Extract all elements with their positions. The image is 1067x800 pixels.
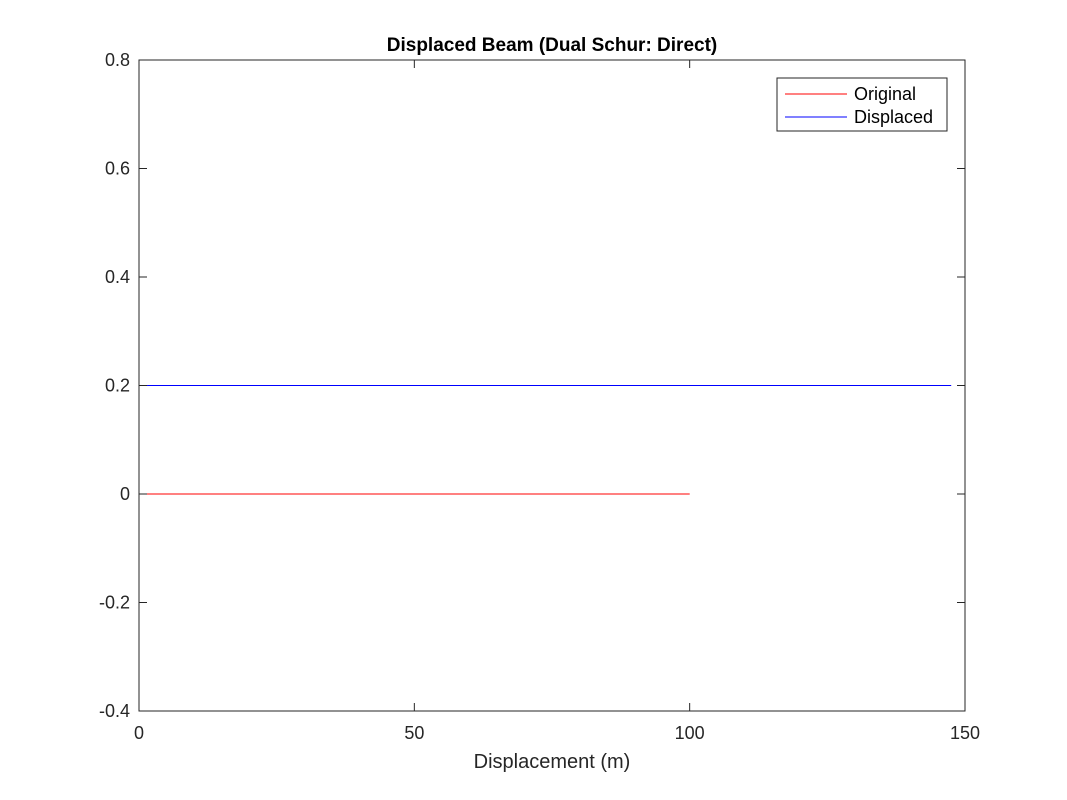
y-tick-label: -0.4 (99, 701, 130, 721)
legend-box (776, 77, 948, 132)
series-layer (139, 385, 952, 495)
x-tick-label: 0 (134, 723, 144, 743)
ticks-layer: 0 50 100 150 -0.4 -0.2 0 0.2 0.4 0.6 0.8 (99, 50, 980, 743)
x-tick-label: 100 (675, 723, 705, 743)
y-tick-label: 0.6 (105, 159, 130, 179)
x-tick-label: 50 (404, 723, 424, 743)
chart-title: Displaced Beam (Dual Schur: Direct) (387, 35, 717, 56)
y-tick-label: -0.2 (99, 593, 130, 613)
y-tick-label: 0.2 (105, 376, 130, 396)
x-axis-label: Displacement (m) (474, 751, 631, 773)
x-tick-label: 150 (950, 723, 980, 743)
legend-label-original: Original (854, 84, 916, 104)
y-tick-label: 0.4 (105, 267, 130, 287)
legend-label-displaced: Displaced (854, 107, 933, 127)
y-tick-label: 0.8 (105, 50, 130, 70)
legend[interactable]: Original Displaced (776, 77, 948, 132)
y-tick-label: 0 (120, 484, 130, 504)
